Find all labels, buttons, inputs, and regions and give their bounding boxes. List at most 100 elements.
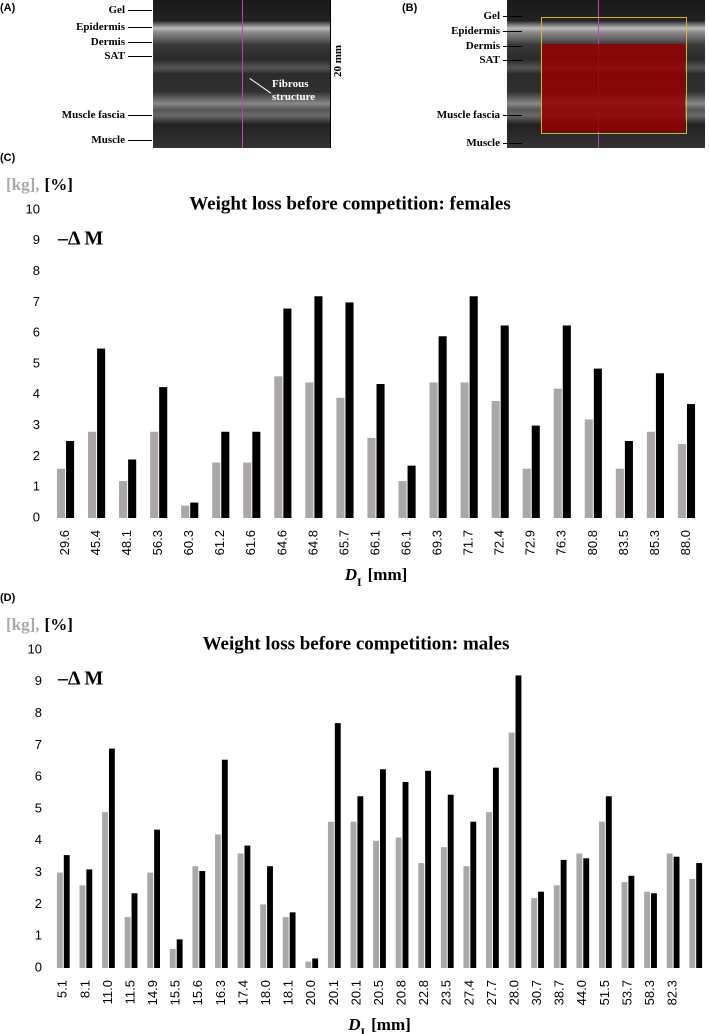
bar [593,368,602,518]
label-line [128,115,152,116]
layer-label: Gel [483,10,501,22]
x-tick-label: 61.6 [243,530,258,555]
bar [221,431,230,518]
x-tick-label: 18.1 [281,980,296,1005]
bar [56,872,63,968]
x-label-unit: [mm] [371,1015,411,1034]
x-label-unit: [mm] [368,565,408,584]
bar [131,893,138,968]
bar [252,431,261,518]
y-tick-label: 6 [35,769,42,784]
bar [314,296,323,518]
x-tick-label: 51.5 [597,980,612,1005]
bar [283,308,292,518]
x-tick-label: 20.8 [394,980,409,1005]
x-tick-label: 65.7 [336,530,351,555]
x-tick-label: 11.5 [122,980,137,1004]
chart-title: Weight loss before competition: females [189,193,511,214]
y-tick-label: 0 [33,509,40,524]
y-tick-label: 5 [33,355,40,370]
x-tick-label: 14.9 [145,980,160,1005]
label-line [503,60,522,61]
ultrasound-image [507,0,705,148]
x-tick-label: 22.8 [416,980,431,1005]
x-tick-label: 20.1 [348,980,363,1005]
bar [531,898,538,968]
bar [380,769,386,968]
bar [673,856,680,968]
x-label-symbol: D [347,1015,360,1034]
x-tick-label: 82.3 [665,980,680,1005]
bar [97,348,106,518]
bar [538,891,544,968]
bar [440,847,447,968]
bar [624,441,633,518]
bar [425,770,432,968]
x-tick-label: 38.7 [552,980,567,1005]
bar [584,419,593,518]
bar [128,459,137,518]
label-line [128,42,152,43]
x-tick-label: 29.6 [57,530,72,555]
annotation: Fibrous structure [272,78,316,103]
x-tick-label: 23.5 [439,980,454,1005]
bar [500,325,509,518]
y-tick-label: 9 [33,232,40,247]
y-tick-label: 7 [35,737,42,752]
layer-label: SAT [104,50,125,62]
bar [267,866,273,968]
bar [644,891,651,968]
bar [102,812,108,968]
ultrasound-image: Fibrous structure 20 mm [153,0,348,148]
label-line [128,140,152,141]
roi-box [541,17,687,134]
bar [438,336,447,518]
label-line [503,115,522,116]
bar [221,759,228,968]
bar [190,502,199,518]
x-label-subscript: I [360,1025,365,1034]
x-tick-label: 69.3 [430,530,445,555]
bar [79,885,86,968]
y-axis-label: [kg], [%] [6,175,73,194]
x-tick-label: 58.3 [642,980,657,1005]
panel-label: (D) [0,592,16,604]
bar [199,871,206,968]
bar [108,748,115,968]
x-axis-label: DI [mm] [344,565,408,589]
bar [181,505,190,518]
x-tick-label: 56.3 [150,530,165,555]
bar [176,939,183,968]
bar [646,431,655,518]
layer-label: Muscle fascia [436,109,500,121]
x-tick-label: 20.0 [303,980,318,1005]
bar [260,904,267,968]
x-tick-label: 64.8 [305,530,320,555]
bar [215,834,221,968]
bar [508,732,515,968]
bar [350,821,357,968]
x-tick-label: 17.4 [235,980,250,1005]
bar [244,845,251,968]
y-tick-label: 10 [26,201,40,216]
layer-label: Gel [108,4,126,16]
x-tick-label: 27.4 [461,980,476,1005]
bar [605,796,612,968]
label-line [128,56,152,57]
x-tick-label: 83.5 [616,530,631,555]
x-tick-label: 8.1 [77,980,92,998]
bar [282,917,289,968]
x-tick-label: 85.3 [647,530,662,555]
region-fill [542,44,685,132]
bar [243,462,252,518]
y-tick-label: 0 [35,959,42,974]
x-tick-label: 60.3 [181,530,196,555]
bar [169,948,176,968]
bar [63,855,70,968]
x-tick-label: 27.7 [484,980,499,1005]
x-tick-label: 66.1 [367,530,382,555]
bar [192,866,199,968]
bar [305,382,314,518]
bar [367,437,376,518]
